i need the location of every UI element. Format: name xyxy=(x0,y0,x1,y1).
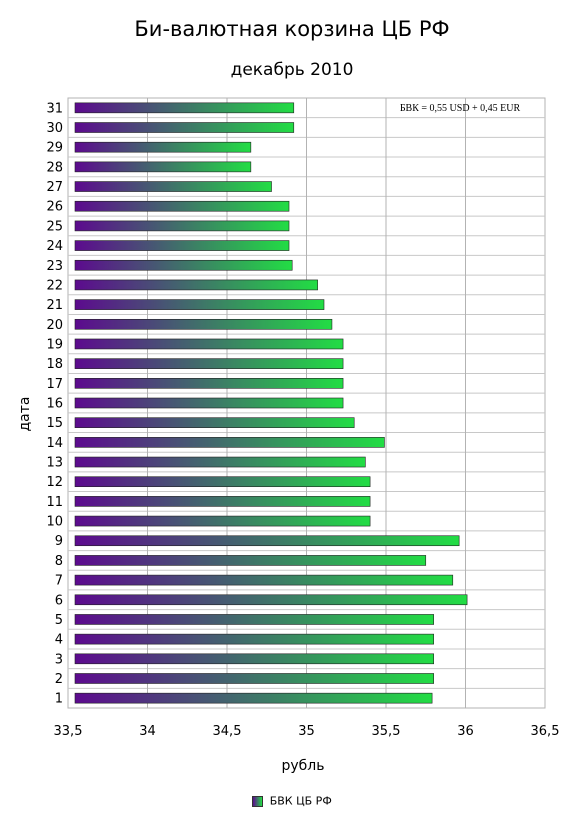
y-tick-label: 7 xyxy=(55,574,63,589)
bar-day-27 xyxy=(74,181,272,192)
y-tick-label: 12 xyxy=(46,475,63,490)
bar-day-23 xyxy=(74,259,293,271)
bar-day-16 xyxy=(74,397,344,409)
x-tick-label: 36,5 xyxy=(531,724,560,739)
bar-day-25 xyxy=(74,220,290,232)
legend: БВК ЦБ РФ xyxy=(0,794,584,808)
y-tick-label: 14 xyxy=(46,436,63,451)
x-tick-label: 35,5 xyxy=(372,724,401,739)
y-tick-label: 11 xyxy=(46,495,63,510)
bar-day-8 xyxy=(74,555,427,566)
y-tick-label: 20 xyxy=(46,318,63,333)
x-tick-label: 34,5 xyxy=(213,724,242,739)
y-axis-label: дата xyxy=(17,397,33,432)
chart-subtitle: декабрь 2010 xyxy=(230,60,354,80)
y-tick-label: 1 xyxy=(55,692,63,707)
bar-day-31 xyxy=(74,102,295,114)
bar-day-22 xyxy=(74,279,318,291)
x-tick-label: 36 xyxy=(457,724,474,739)
bar-day-19 xyxy=(74,338,344,350)
bar-day-30 xyxy=(74,122,295,133)
bar-day-10 xyxy=(74,515,371,527)
bar-day-6 xyxy=(74,594,468,606)
bar-day-29 xyxy=(74,141,252,153)
y-tick-label: 3 xyxy=(55,652,63,667)
x-axis-label: рубль xyxy=(281,758,324,774)
y-tick-label: 6 xyxy=(55,593,63,608)
y-tick-label: 28 xyxy=(46,160,63,175)
bar-day-24 xyxy=(74,240,290,251)
x-tick-label: 34 xyxy=(139,724,156,739)
y-tick-label: 27 xyxy=(46,180,63,195)
bar-day-18 xyxy=(74,358,344,369)
y-tick-label: 19 xyxy=(46,337,63,352)
bar-day-9 xyxy=(74,535,460,547)
bar-day-1 xyxy=(74,692,433,704)
bar-day-26 xyxy=(74,200,290,212)
y-tick-label: 10 xyxy=(46,515,63,530)
y-tick-label: 13 xyxy=(46,456,63,471)
y-tick-label: 25 xyxy=(46,219,63,234)
bar-day-15 xyxy=(74,417,355,428)
y-tick-label: 21 xyxy=(46,298,63,313)
y-tick-label: 30 xyxy=(46,121,63,136)
bar-day-7 xyxy=(74,574,454,586)
y-tick-label: 8 xyxy=(55,554,63,569)
y-tick-label: 22 xyxy=(46,278,63,293)
bar-day-2 xyxy=(74,673,435,684)
bar-day-20 xyxy=(74,318,333,330)
legend-swatch xyxy=(252,795,264,807)
y-tick-label: 23 xyxy=(46,259,63,274)
bar-day-11 xyxy=(74,496,371,507)
formula-annotation: БВК = 0,55 USD + 0,45 EUR xyxy=(400,103,521,114)
bar-day-5 xyxy=(74,614,435,625)
bar-day-28 xyxy=(74,161,252,173)
x-tick-label: 33,5 xyxy=(54,724,83,739)
y-tick-label: 5 xyxy=(55,613,63,628)
bar-day-14 xyxy=(74,437,385,448)
y-tick-label: 18 xyxy=(46,357,63,372)
legend-label: БВК ЦБ РФ xyxy=(269,794,332,808)
x-tick-label: 35 xyxy=(298,724,315,739)
y-tick-label: 26 xyxy=(46,200,63,215)
bar-day-17 xyxy=(74,378,344,389)
y-tick-label: 29 xyxy=(46,141,63,156)
bar-day-3 xyxy=(74,653,435,665)
y-tick-label: 24 xyxy=(46,239,63,254)
y-tick-label: 4 xyxy=(55,633,63,648)
chart-title: Би-валютная корзина ЦБ РФ xyxy=(134,17,450,41)
y-tick-label: 15 xyxy=(46,416,63,431)
bar-day-4 xyxy=(74,633,435,645)
bar-day-13 xyxy=(74,456,366,468)
y-tick-label: 2 xyxy=(55,672,63,687)
bar-day-12 xyxy=(74,476,371,488)
bar-day-21 xyxy=(74,299,325,310)
y-tick-label: 9 xyxy=(55,534,63,549)
y-tick-label: 17 xyxy=(46,377,63,392)
y-tick-label: 16 xyxy=(46,397,63,412)
y-tick-label: 31 xyxy=(46,101,63,116)
